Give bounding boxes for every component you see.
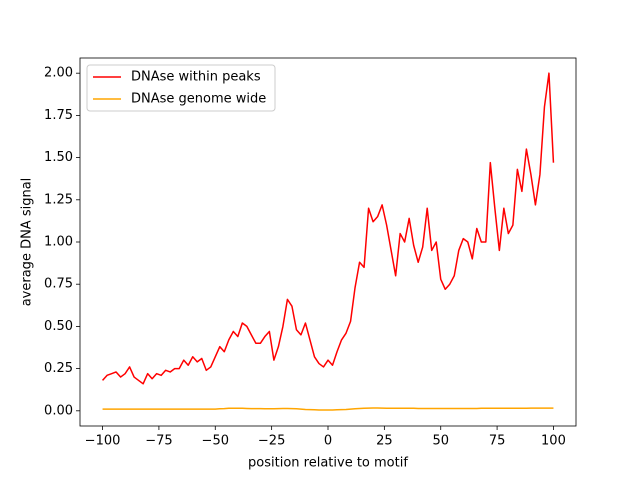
x-axis-label: position relative to motif — [248, 456, 408, 471]
y-tick-label: 0.00 — [44, 403, 73, 418]
x-tick-label: 25 — [376, 434, 393, 449]
legend-label: DNAse within peaks — [131, 70, 261, 85]
x-tick-label: −75 — [145, 434, 172, 449]
x-tick-label: 0 — [324, 434, 332, 449]
y-axis-label: average DNA signal — [20, 178, 35, 307]
y-tick-label: 0.75 — [44, 277, 73, 292]
y-tick-label: 0.25 — [44, 361, 73, 376]
x-tick-label: −50 — [202, 434, 229, 449]
x-tick-label: −25 — [258, 434, 285, 449]
y-tick-label: 1.25 — [44, 192, 73, 207]
y-tick-label: 0.50 — [44, 319, 73, 334]
line-series — [102, 407, 554, 411]
plot-frame — [79, 57, 577, 427]
x-tick-label: 100 — [541, 434, 566, 449]
x-tick-label: 50 — [432, 434, 449, 449]
x-tick-label: −100 — [85, 434, 121, 449]
y-tick-label: 1.75 — [44, 108, 73, 123]
legend-box — [86, 64, 276, 112]
x-tick-label: 75 — [489, 434, 506, 449]
y-tick-label: 2.00 — [44, 66, 73, 81]
y-tick-label: 1.50 — [44, 150, 73, 165]
line-series — [101, 72, 555, 385]
y-tick-label: 1.00 — [44, 235, 73, 250]
legend-label: DNAse genome wide — [131, 92, 266, 107]
